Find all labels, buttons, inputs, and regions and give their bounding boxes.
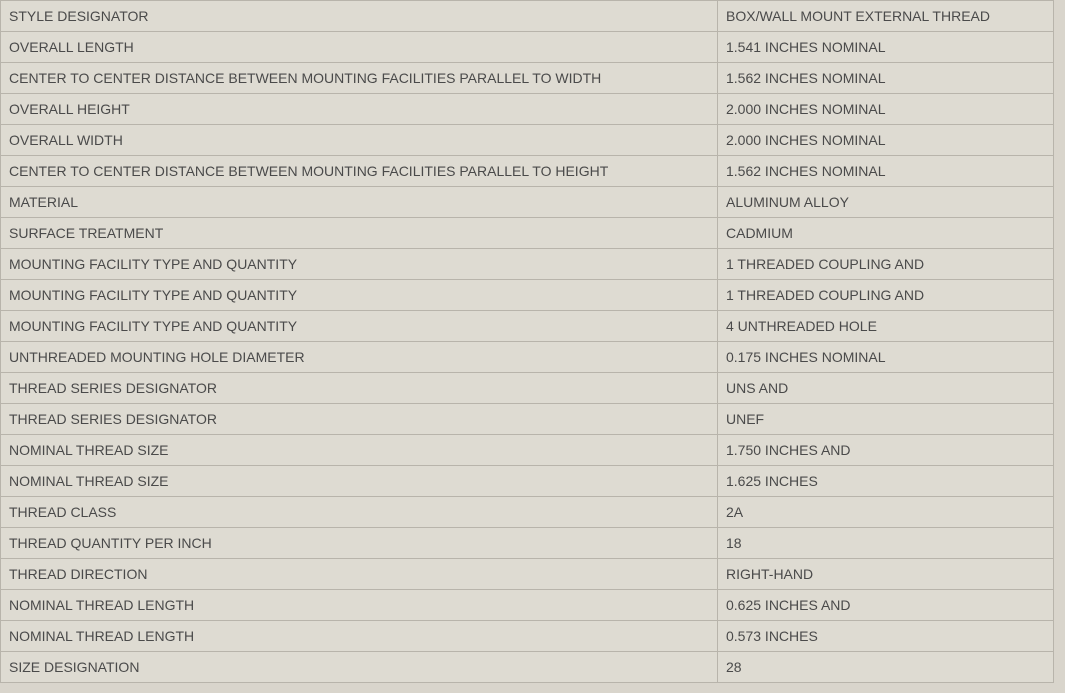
table-row: THREAD DIRECTIONRIGHT-HAND [1,559,1054,590]
spec-label: NOMINAL THREAD LENGTH [1,621,718,652]
table-row: SURFACE TREATMENTCADMIUM [1,218,1054,249]
table-row: NOMINAL THREAD SIZE1.750 INCHES AND [1,435,1054,466]
spec-value: 1.541 INCHES NOMINAL [718,32,1054,63]
spec-value: 1 THREADED COUPLING AND [718,249,1054,280]
spec-label: THREAD QUANTITY PER INCH [1,528,718,559]
table-row: NOMINAL THREAD LENGTH0.625 INCHES AND [1,590,1054,621]
spec-value: 0.573 INCHES [718,621,1054,652]
table-row: NOMINAL THREAD LENGTH0.573 INCHES [1,621,1054,652]
spec-label: THREAD CLASS [1,497,718,528]
table-row: MOUNTING FACILITY TYPE AND QUANTITY4 UNT… [1,311,1054,342]
table-row: CENTER TO CENTER DISTANCE BETWEEN MOUNTI… [1,63,1054,94]
spec-label: MOUNTING FACILITY TYPE AND QUANTITY [1,249,718,280]
spec-label: UNTHREADED MOUNTING HOLE DIAMETER [1,342,718,373]
spec-table-container: STYLE DESIGNATORBOX/WALL MOUNT EXTERNAL … [0,0,1053,683]
table-row: MOUNTING FACILITY TYPE AND QUANTITY1 THR… [1,280,1054,311]
spec-label: MATERIAL [1,187,718,218]
spec-value: 2A [718,497,1054,528]
spec-label: STYLE DESIGNATOR [1,1,718,32]
table-row: STYLE DESIGNATORBOX/WALL MOUNT EXTERNAL … [1,1,1054,32]
table-row: THREAD QUANTITY PER INCH18 [1,528,1054,559]
spec-value: 1.625 INCHES [718,466,1054,497]
spec-value: 2.000 INCHES NOMINAL [718,125,1054,156]
table-row: THREAD CLASS2A [1,497,1054,528]
table-row: THREAD SERIES DESIGNATORUNEF [1,404,1054,435]
spec-value: 4 UNTHREADED HOLE [718,311,1054,342]
table-row: THREAD SERIES DESIGNATORUNS AND [1,373,1054,404]
spec-value: BOX/WALL MOUNT EXTERNAL THREAD [718,1,1054,32]
spec-label: MOUNTING FACILITY TYPE AND QUANTITY [1,311,718,342]
spec-label: NOMINAL THREAD LENGTH [1,590,718,621]
spec-label: NOMINAL THREAD SIZE [1,466,718,497]
table-row: MOUNTING FACILITY TYPE AND QUANTITY1 THR… [1,249,1054,280]
spec-value: 1.562 INCHES NOMINAL [718,156,1054,187]
spec-label: MOUNTING FACILITY TYPE AND QUANTITY [1,280,718,311]
spec-label: THREAD SERIES DESIGNATOR [1,404,718,435]
spec-value: UNS AND [718,373,1054,404]
spec-value: ALUMINUM ALLOY [718,187,1054,218]
spec-label: OVERALL WIDTH [1,125,718,156]
spec-label: SURFACE TREATMENT [1,218,718,249]
spec-label: OVERALL HEIGHT [1,94,718,125]
spec-label: CENTER TO CENTER DISTANCE BETWEEN MOUNTI… [1,156,718,187]
table-row: SIZE DESIGNATION28 [1,652,1054,683]
spec-value: RIGHT-HAND [718,559,1054,590]
spec-value: CADMIUM [718,218,1054,249]
spec-value: 1.562 INCHES NOMINAL [718,63,1054,94]
table-row: UNTHREADED MOUNTING HOLE DIAMETER0.175 I… [1,342,1054,373]
table-row: OVERALL WIDTH2.000 INCHES NOMINAL [1,125,1054,156]
table-row: MATERIALALUMINUM ALLOY [1,187,1054,218]
spec-table-body: STYLE DESIGNATORBOX/WALL MOUNT EXTERNAL … [1,1,1054,683]
table-row: CENTER TO CENTER DISTANCE BETWEEN MOUNTI… [1,156,1054,187]
spec-label: THREAD DIRECTION [1,559,718,590]
spec-label: CENTER TO CENTER DISTANCE BETWEEN MOUNTI… [1,63,718,94]
spec-value: 0.625 INCHES AND [718,590,1054,621]
spec-table: STYLE DESIGNATORBOX/WALL MOUNT EXTERNAL … [0,0,1054,683]
table-row: OVERALL HEIGHT2.000 INCHES NOMINAL [1,94,1054,125]
spec-label: NOMINAL THREAD SIZE [1,435,718,466]
spec-value: 1.750 INCHES AND [718,435,1054,466]
spec-value: 28 [718,652,1054,683]
spec-label: THREAD SERIES DESIGNATOR [1,373,718,404]
table-row: OVERALL LENGTH1.541 INCHES NOMINAL [1,32,1054,63]
spec-value: 18 [718,528,1054,559]
spec-value: 2.000 INCHES NOMINAL [718,94,1054,125]
spec-value: UNEF [718,404,1054,435]
spec-label: SIZE DESIGNATION [1,652,718,683]
spec-value: 0.175 INCHES NOMINAL [718,342,1054,373]
table-row: NOMINAL THREAD SIZE1.625 INCHES [1,466,1054,497]
spec-label: OVERALL LENGTH [1,32,718,63]
spec-value: 1 THREADED COUPLING AND [718,280,1054,311]
